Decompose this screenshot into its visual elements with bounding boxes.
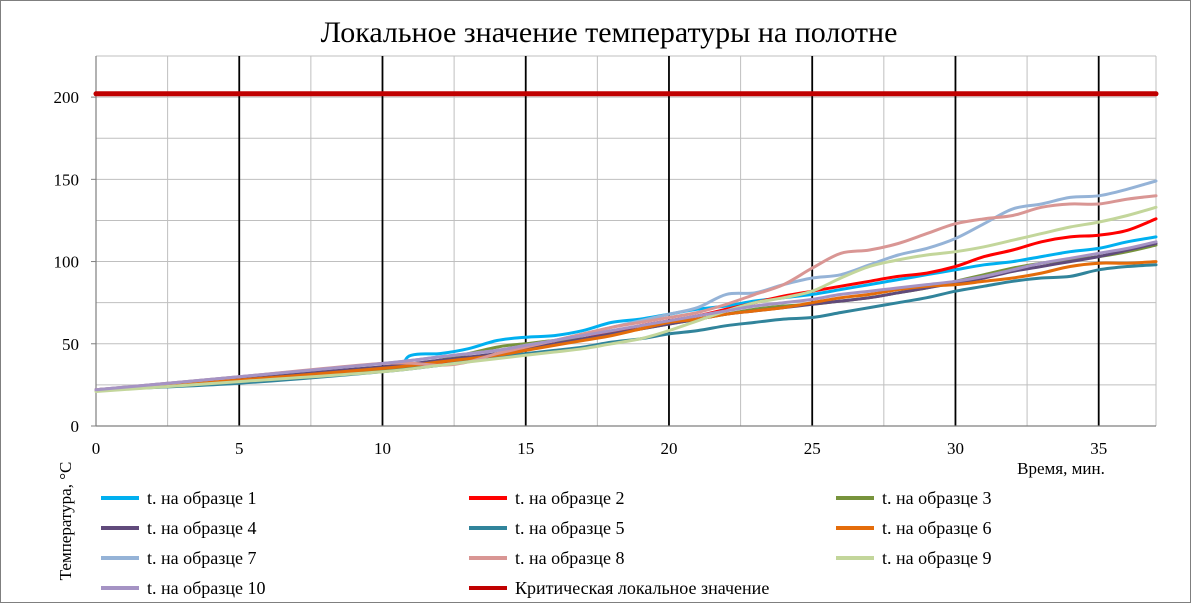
x-tick-label: 30 bbox=[947, 439, 964, 458]
series-line-4 bbox=[94, 242, 1158, 392]
x-tick-label: 10 bbox=[374, 439, 391, 458]
x-axis-title: Время, мин. bbox=[1017, 459, 1105, 478]
series-line-10 bbox=[94, 240, 1158, 392]
grid bbox=[95, 55, 1157, 427]
y-ticks: 0 50 100 150 200 bbox=[54, 88, 96, 436]
legend-label: t. на образце 6 bbox=[882, 518, 992, 538]
series-line-5 bbox=[94, 263, 1158, 392]
y-tick-label: 200 bbox=[54, 88, 80, 107]
chart-title: Локальное значение температуры на полотн… bbox=[321, 16, 898, 49]
legend: t. на образце 1 t. на образце 2 t. на обра… bbox=[101, 488, 992, 598]
series-line-2 bbox=[94, 217, 1158, 392]
x-tick-label: 35 bbox=[1090, 439, 1107, 458]
y-tick-label: 100 bbox=[54, 253, 80, 272]
x-tick-label: 5 bbox=[235, 439, 244, 458]
legend-label: t. на образце 9 bbox=[882, 548, 992, 568]
legend-label: t. на образце 8 bbox=[515, 548, 625, 568]
series-line-8 bbox=[94, 194, 1158, 392]
x-tick-label: 20 bbox=[660, 439, 677, 458]
legend-label: t. на образце 10 bbox=[147, 578, 266, 598]
legend-label: t. на образце 7 bbox=[147, 548, 257, 568]
x-tick-label: 25 bbox=[804, 439, 821, 458]
y-axis-title: Температура, °С bbox=[56, 462, 75, 581]
legend-label: t. на образце 1 bbox=[147, 488, 257, 508]
series-line-9 bbox=[94, 205, 1158, 393]
legend-label: t. на образце 4 bbox=[147, 518, 257, 538]
legend-label: t. на образце 5 bbox=[515, 518, 625, 538]
legend-label: Критическая локальное значение bbox=[515, 578, 769, 598]
y-tick-label: 150 bbox=[54, 170, 80, 189]
x-tick-label: 15 bbox=[517, 439, 534, 458]
legend-label: t. на образце 3 bbox=[882, 488, 992, 508]
series-line-1 bbox=[94, 235, 1158, 392]
series-lines bbox=[93, 91, 1159, 393]
y-tick-label: 50 bbox=[62, 335, 79, 354]
x-tick-label: 0 bbox=[92, 439, 101, 458]
series-line-3 bbox=[94, 243, 1158, 392]
legend-label: t. на образце 2 bbox=[515, 488, 625, 508]
x-ticks: 0 5 10 15 20 25 30 35 bbox=[92, 439, 1107, 458]
y-tick-label: 0 bbox=[71, 417, 80, 436]
